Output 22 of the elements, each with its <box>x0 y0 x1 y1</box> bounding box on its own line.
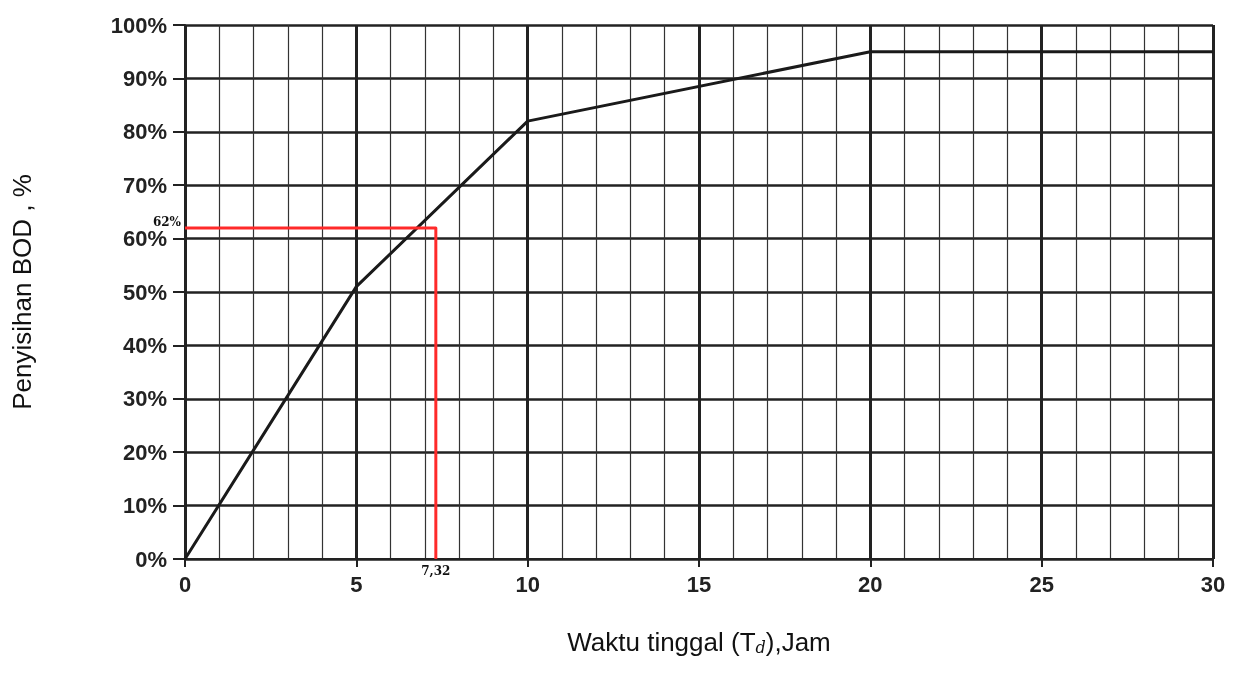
y-tick-label: 60% <box>122 226 167 252</box>
y-axis-title: Penyisihan BOD , % <box>7 174 37 410</box>
x-axis-title: Waktu tinggal (Td),Jam <box>567 627 831 657</box>
x-tick-label: 0 <box>178 571 192 597</box>
y-tick-label: 10% <box>122 493 167 519</box>
y-tick-label: 90% <box>122 65 167 91</box>
y-tick-label: 20% <box>122 439 167 465</box>
x-tick-label: 30 <box>1200 571 1226 597</box>
x-tick-label: 10 <box>515 571 540 597</box>
x-tick-label: 25 <box>1029 571 1054 597</box>
y-tick-label: 0% <box>135 546 167 572</box>
x-tick-label: 20 <box>858 571 883 597</box>
y-tick-label: 50% <box>122 279 167 305</box>
annotation: 7,32 <box>421 564 451 578</box>
y-tick-label: 80% <box>122 119 167 145</box>
y-tick-label: 70% <box>122 172 167 198</box>
y-tick-label: 40% <box>122 332 167 358</box>
x-tick-label: 15 <box>686 571 712 597</box>
x-tick-label: 5 <box>350 571 363 597</box>
y-tick-label: 30% <box>122 386 167 412</box>
y-tick-label: 100% <box>110 12 167 38</box>
annotation: 62% <box>152 214 182 229</box>
